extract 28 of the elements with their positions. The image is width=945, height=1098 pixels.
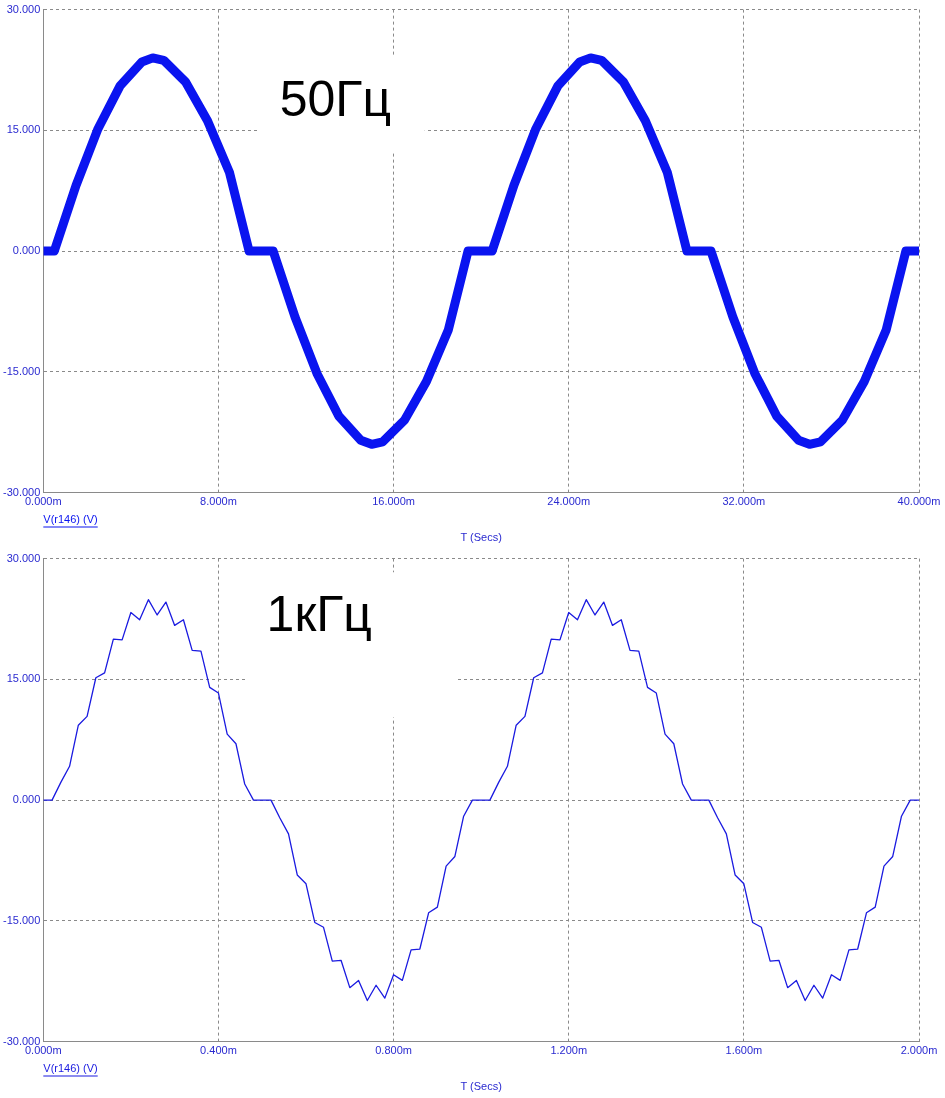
- x-axis-title: T (Secs): [460, 531, 502, 544]
- x-tick-label: 8.000m: [200, 495, 237, 508]
- y-tick-label: 15.000: [6, 123, 41, 136]
- x-tick-label: 1.600m: [725, 1044, 763, 1057]
- x-tick-label: 0.800m: [375, 1044, 412, 1057]
- y-tick-label: 15.000: [6, 672, 41, 685]
- y-tick-label: -15.000: [3, 913, 41, 926]
- x-tick-label: 32.000m: [722, 495, 766, 508]
- y-tick-label: 30.000: [6, 2, 41, 15]
- x-tick-label: 16.000m: [372, 495, 415, 508]
- y-tick-label: 0.000: [12, 793, 41, 806]
- text: V(r146) (V): [43, 512, 98, 525]
- x-axis-title: T (Secs): [460, 1080, 502, 1093]
- x-tick-label: 0.000m: [24, 1044, 62, 1057]
- y-tick-label: 0.000: [12, 244, 41, 257]
- annotation: 1кГц: [266, 586, 373, 643]
- y-tick-label: -30.000: [3, 1034, 41, 1047]
- x-tick-label: 2.000m: [900, 1044, 938, 1057]
- x-tick-label: 0.000m: [24, 495, 62, 508]
- annotation: 50Гц: [279, 70, 392, 127]
- x-tick-label: 0.400m: [200, 1044, 237, 1057]
- y-tick-label: -30.000: [3, 485, 41, 498]
- text: V(r146) (V): [43, 1061, 98, 1074]
- x-tick-label: 40.000m: [897, 495, 941, 508]
- x-tick-label: 1.200m: [550, 1044, 588, 1057]
- y-tick-label: -15.000: [3, 364, 41, 377]
- x-tick-label: 24.000m: [547, 495, 591, 508]
- y-tick-label: 30.000: [6, 551, 41, 564]
